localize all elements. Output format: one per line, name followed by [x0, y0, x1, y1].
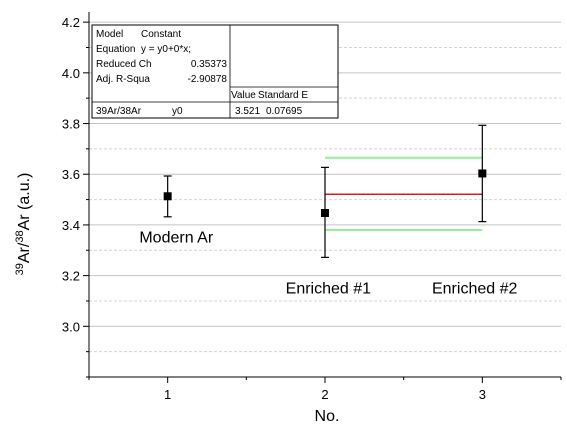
y-axis-title-sup2: 38	[14, 230, 26, 242]
y-axis-title: 39Ar/38Ar (a.u.)	[14, 173, 33, 276]
fit-table-cell: y = y0+0*x;	[141, 44, 191, 55]
y-axis-title-base2: Ar (a.u.)	[16, 173, 33, 231]
fit-table-header: Value	[231, 90, 256, 101]
x-axis-title: No.	[315, 408, 340, 425]
fit-results-table: Model Constant Equation y = y0+0*x; Reduced …	[91, 24, 339, 119]
fit-table-cell: Constant	[141, 29, 181, 40]
data-point	[321, 209, 329, 218]
points-layer	[163, 124, 487, 258]
fit-table-cell: 0.35373	[191, 59, 228, 70]
fit-table-cell: 0.07695	[266, 106, 303, 117]
fit-table-cell: 39Ar/38Ar	[96, 106, 142, 117]
axes-layer: 3.0 3.2 3.4 3.6 3.8 4.0 4.2 1 2 3	[62, 12, 562, 402]
y-tick-label: 3.2	[62, 269, 80, 284]
data-point	[478, 169, 487, 178]
fit-table-header: Standard E	[258, 90, 308, 101]
x-tick-label: 3	[479, 387, 486, 402]
fit-table-cell: Reduced Ch	[96, 59, 152, 70]
y-axis-title-sup1: 39	[14, 263, 26, 275]
fit-table-cell: Equation	[96, 44, 135, 55]
fit-table-cell: Adj. R-Squa	[96, 74, 150, 85]
point-annotation: Enriched #1	[286, 280, 371, 297]
fit-table-cell: -2.90878	[188, 74, 228, 85]
annotation-layer: Modern Ar Enriched #1 Enriched #2	[139, 230, 517, 298]
y-axis-title-base1: Ar/	[16, 242, 33, 263]
y-tick-label: 4.2	[62, 15, 80, 30]
y-tick-label: 3.0	[62, 319, 80, 334]
fit-table-cell: 3.521	[235, 106, 260, 117]
y-tick-label: 3.4	[62, 218, 80, 233]
x-tick-label: 1	[164, 387, 171, 402]
point-annotation: Modern Ar	[139, 230, 213, 247]
x-tick-label: 2	[321, 387, 328, 402]
y-tick-label: 3.8	[62, 117, 80, 132]
y-tick-label: 3.6	[62, 167, 80, 182]
fit-layer	[325, 156, 483, 231]
data-point	[163, 192, 172, 201]
y-tick-label: 4.0	[62, 66, 80, 81]
fit-table-cell: y0	[172, 106, 183, 117]
point-annotation: Enriched #2	[432, 280, 517, 297]
fit-table-cell: Model	[96, 29, 123, 40]
fit-table-frame	[91, 24, 339, 119]
